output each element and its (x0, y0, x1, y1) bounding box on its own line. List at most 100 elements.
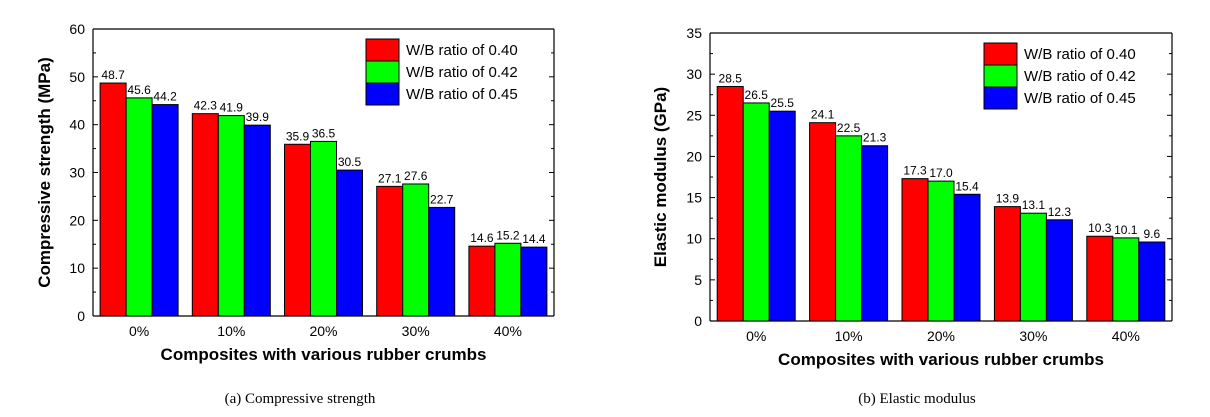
data-label: 15.2 (496, 228, 520, 242)
y-tick-label: 60 (69, 21, 85, 37)
data-label: 17.0 (929, 166, 953, 180)
data-label: 48.7 (101, 68, 125, 82)
bar (151, 104, 179, 317)
data-label: 27.6 (404, 169, 428, 183)
data-label: 10.1 (1114, 223, 1138, 237)
legend-label: W/B ratio of 0.45 (1024, 90, 1136, 107)
y-tick-label: 10 (686, 231, 702, 247)
legend-label: W/B ratio of 0.42 (1024, 68, 1136, 85)
y-tick-label: 50 (69, 69, 85, 85)
x-tick-label: 10% (835, 328, 863, 344)
x-tick-label: 10% (217, 323, 245, 339)
legend-swatch (365, 60, 400, 84)
y-tick-label: 10 (69, 260, 85, 276)
data-label: 12.3 (1048, 205, 1072, 219)
legend-swatch (983, 64, 1018, 88)
bar (1045, 219, 1073, 322)
legend-label: W/B ratio of 0.40 (1024, 46, 1136, 63)
y-tick-label: 5 (694, 272, 702, 288)
bar (835, 135, 863, 322)
bar (310, 140, 337, 317)
y-tick-label: 30 (69, 165, 85, 181)
data-label: 44.2 (153, 90, 177, 104)
bar (993, 206, 1021, 322)
y-tick-label: 0 (694, 313, 702, 329)
x-tick-label: 40% (494, 323, 522, 339)
data-label: 24.1 (811, 108, 835, 122)
x-tick-label: 20% (927, 328, 955, 344)
bar (336, 169, 363, 317)
y-axis-title: Elastic modulus (GPa) (651, 87, 670, 267)
bar (1019, 212, 1047, 322)
legend-swatch (365, 82, 400, 106)
y-tick-label: 20 (686, 148, 702, 164)
y-tick-label: 15 (686, 190, 702, 206)
y-tick-label: 40 (69, 117, 85, 133)
x-axis-title: Composites with various rubber crumbs (778, 350, 1104, 369)
data-label: 39.9 (246, 110, 270, 124)
data-label: 28.5 (719, 71, 743, 85)
figure-caption: (b) Elastic modulus (858, 391, 976, 407)
bar (494, 242, 522, 317)
data-label: 22.7 (430, 192, 454, 206)
data-label: 14.4 (522, 232, 546, 246)
x-axis-title: Composites with various rubber crumbs (161, 345, 487, 364)
data-label: 15.4 (955, 179, 979, 193)
data-label: 30.5 (338, 155, 362, 169)
data-label: 35.9 (286, 129, 310, 143)
legend-swatch (983, 42, 1018, 66)
bar (742, 102, 770, 322)
data-label: 13.1 (1022, 198, 1046, 212)
bar (809, 122, 837, 322)
data-label: 42.3 (194, 99, 218, 113)
data-label: 41.9 (220, 101, 244, 115)
chart-elastic-modulus: 051015202530350%28.526.525.510%24.122.52… (651, 25, 1173, 407)
figure-caption: (a) Compressive strength (225, 391, 376, 407)
data-label: 45.6 (127, 83, 151, 97)
bar (953, 193, 981, 322)
x-tick-label: 40% (1112, 328, 1140, 344)
x-tick-label: 0% (129, 323, 149, 339)
bar (1138, 241, 1166, 322)
data-label: 10.3 (1088, 221, 1112, 235)
bar (768, 110, 796, 322)
data-label: 25.5 (771, 96, 795, 110)
data-label: 26.5 (745, 88, 769, 102)
y-tick-label: 25 (686, 107, 702, 123)
bar (716, 85, 744, 322)
legend: W/B ratio of 0.40 W/B ratio of 0.42 W/B ra… (983, 42, 1136, 110)
legend-swatch (983, 86, 1018, 110)
x-tick-label: 0% (746, 328, 766, 344)
chart-compressive-strength: 0 10 20 30 40 50 60 0% 48.745.6 44.2 10% 42.3 41.939… (35, 21, 555, 407)
bar (402, 183, 430, 317)
y-tick-label: 30 (686, 66, 702, 82)
data-label: 17.3 (903, 164, 927, 178)
data-label: 22.5 (837, 121, 861, 135)
bar (99, 82, 127, 317)
y-tick-label: 0 (77, 308, 85, 324)
data-label: 27.1 (378, 171, 402, 185)
data-label: 13.9 (996, 192, 1020, 206)
bar (861, 145, 889, 322)
x-tick-label: 20% (309, 323, 337, 339)
bar (243, 124, 271, 317)
bar (217, 115, 245, 317)
data-label: 21.3 (863, 131, 887, 145)
bar (428, 206, 456, 317)
bar (468, 245, 496, 317)
legend: W/B ratio of 0.40 W/B ratio of 0.42 W/B ra… (365, 38, 518, 106)
legend-label: W/B ratio of 0.45 (406, 86, 518, 103)
data-label: 36.5 (312, 126, 336, 140)
y-axis-title: Compressive strength (MPa) (35, 57, 54, 288)
x-tick-label: 30% (1019, 328, 1047, 344)
legend-label: W/B ratio of 0.42 (406, 64, 518, 81)
legend-swatch (365, 38, 400, 62)
bar (376, 185, 404, 317)
bar (191, 113, 219, 317)
bar (901, 178, 929, 322)
y-tick-label: 35 (686, 25, 702, 41)
legend-label: W/B ratio of 0.40 (406, 42, 518, 59)
bar (927, 180, 955, 322)
bar (1112, 237, 1140, 322)
